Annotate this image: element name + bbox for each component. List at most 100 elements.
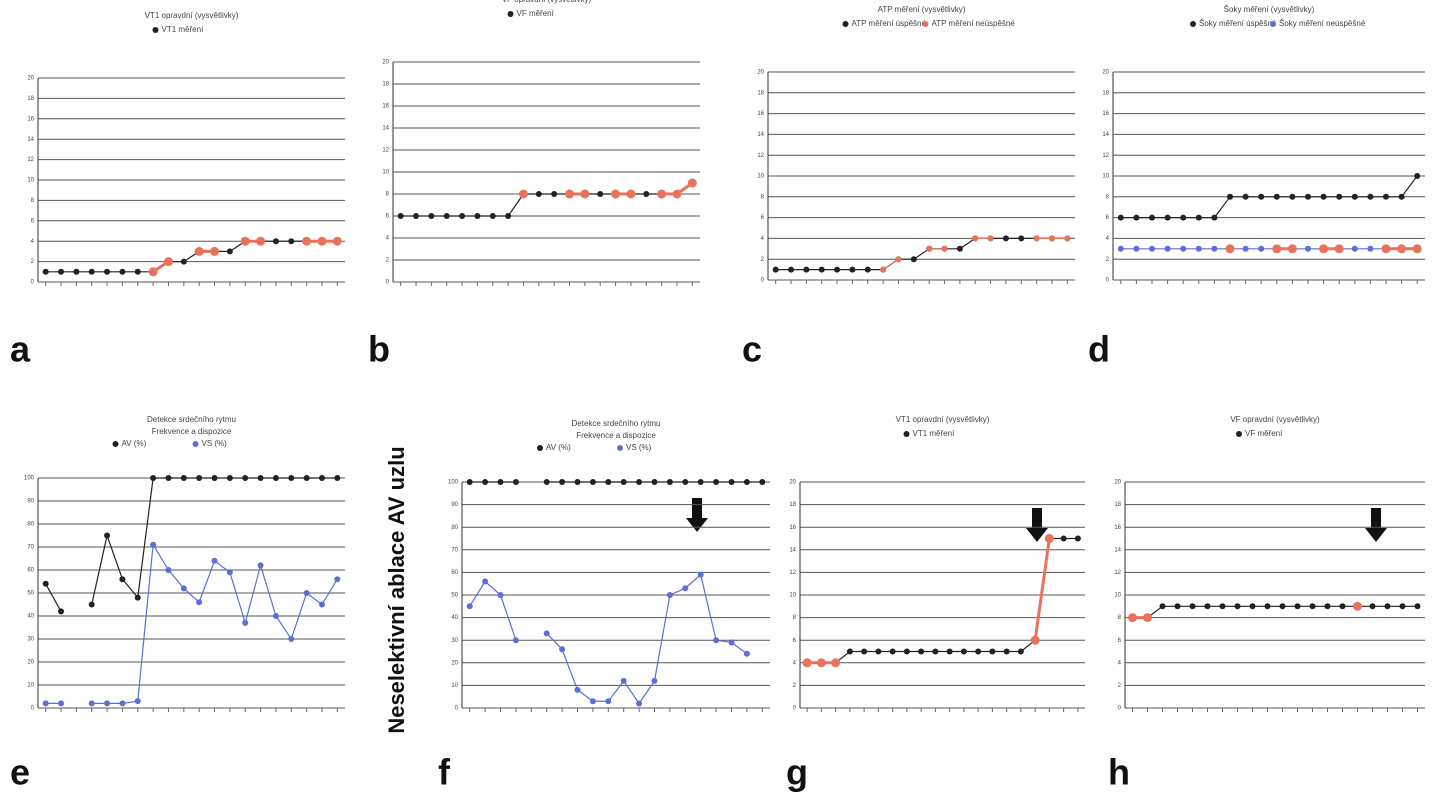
y-tick-label: 4 [1106, 236, 1110, 242]
data-point [497, 479, 504, 485]
y-tick-label: 8 [1118, 615, 1122, 621]
data-point [1384, 603, 1391, 610]
data-point [288, 238, 295, 245]
data-point [682, 585, 689, 592]
legend-label: Šoky měření neúspěšné [1279, 19, 1366, 28]
data-point [1287, 244, 1297, 254]
data-point [1399, 603, 1406, 610]
y-tick-label: 50 [27, 591, 34, 597]
data-point [334, 475, 341, 481]
data-point [88, 700, 95, 707]
data-point [1369, 603, 1376, 610]
data-point [559, 646, 566, 653]
data-point [505, 213, 512, 219]
data-point [589, 479, 596, 485]
y-tick-label: 2 [31, 259, 35, 265]
data-point [1397, 244, 1407, 254]
data-point [1002, 235, 1009, 242]
data-point [535, 191, 542, 197]
y-tick-label: 10 [451, 683, 458, 689]
data-point [257, 562, 264, 569]
data-point [589, 698, 596, 705]
data-point [119, 576, 126, 583]
data-point [1117, 245, 1124, 252]
data-point [666, 479, 673, 485]
y-tick-label: 6 [31, 218, 35, 224]
data-point [831, 658, 841, 668]
y-tick-label: 70 [451, 547, 458, 553]
data-point [1030, 635, 1040, 645]
data-point [1164, 214, 1171, 221]
data-point [1249, 603, 1256, 610]
data-point [73, 268, 80, 275]
data-point [1017, 648, 1024, 655]
y-tick-label: 20 [382, 60, 389, 66]
data-point [165, 475, 172, 481]
data-point [1319, 244, 1329, 254]
y-tick-label: 20 [1114, 480, 1121, 486]
data-point [728, 639, 735, 646]
data-point [551, 191, 558, 197]
panel-label: e [10, 752, 30, 793]
y-tick-label: 30 [27, 637, 34, 643]
y-tick-label: 6 [761, 215, 765, 221]
y-tick-label: 60 [27, 568, 34, 574]
legend-marker [1270, 21, 1276, 27]
y-tick-label: 12 [789, 570, 796, 576]
y-tick-label: 12 [27, 157, 34, 163]
legend-marker [537, 445, 543, 451]
data-point [1033, 235, 1040, 242]
data-point [397, 213, 404, 219]
data-point [226, 248, 233, 255]
data-point [597, 191, 604, 197]
data-point [256, 236, 266, 246]
data-point [975, 648, 982, 655]
y-tick-label: 16 [789, 525, 796, 531]
data-point [1189, 603, 1196, 610]
data-point [687, 178, 697, 188]
data-point [512, 637, 519, 644]
data-point [196, 599, 203, 606]
data-point [104, 268, 111, 275]
data-point [543, 630, 550, 637]
data-point [119, 700, 126, 707]
data-point [194, 246, 204, 256]
legend-marker [842, 21, 849, 27]
data-point [1258, 193, 1265, 200]
data-point [180, 475, 187, 481]
legend-label: ATP měření úspěšné [852, 19, 927, 28]
data-point [849, 266, 856, 273]
data-point [1180, 214, 1187, 221]
data-point [134, 594, 141, 601]
series-line [45, 542, 338, 704]
y-tick-label: 4 [1118, 660, 1122, 666]
data-point [875, 648, 882, 655]
data-point [1398, 193, 1405, 200]
y-tick-label: 16 [382, 104, 389, 110]
data-point [559, 479, 566, 485]
data-point [210, 246, 220, 256]
legend-label: AV (%) [122, 439, 147, 448]
y-tick-label: 16 [27, 116, 34, 122]
data-point [302, 236, 312, 246]
data-point [1064, 235, 1071, 242]
data-point [1272, 244, 1282, 254]
data-point [1367, 193, 1374, 200]
legend-marker [192, 441, 199, 447]
data-point [318, 601, 325, 608]
data-point [180, 585, 187, 592]
data-point [910, 256, 917, 263]
data-point [759, 479, 766, 485]
data-point [466, 603, 473, 610]
data-point [1164, 245, 1171, 252]
data-point [1305, 193, 1311, 200]
data-point [574, 686, 581, 693]
data-point [88, 601, 95, 608]
series-line [775, 237, 1068, 271]
legend-label: AV (%) [546, 443, 571, 452]
y-tick-label: 14 [789, 547, 796, 553]
data-point [1351, 245, 1358, 252]
y-tick-label: 20 [1102, 70, 1109, 76]
y-tick-label: 10 [789, 593, 796, 599]
data-point [272, 238, 279, 245]
